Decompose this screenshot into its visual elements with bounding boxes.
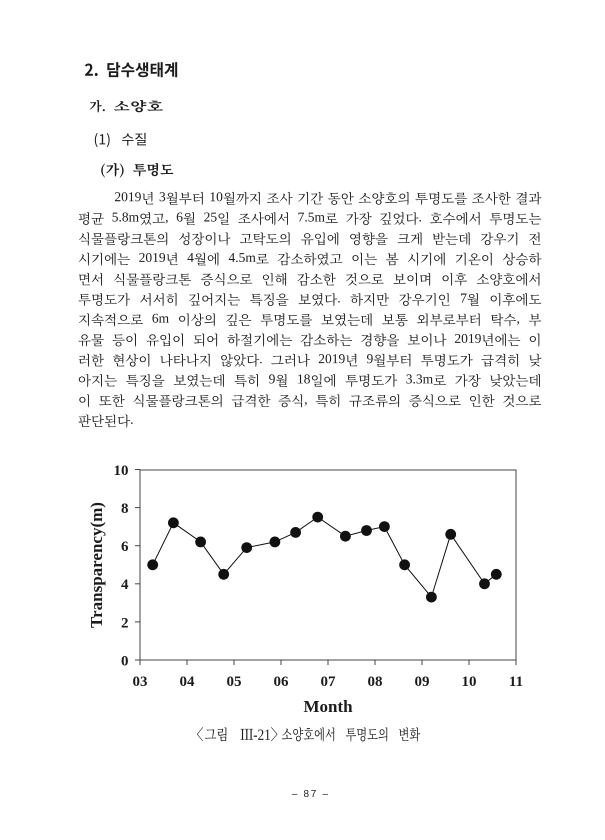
svg-text:11: 11: [509, 674, 523, 690]
svg-text:08: 08: [368, 674, 383, 690]
svg-text:10: 10: [462, 674, 477, 690]
svg-text:8: 8: [121, 501, 129, 517]
svg-text:2: 2: [121, 615, 129, 631]
svg-text:0: 0: [121, 653, 129, 669]
svg-text:– 87 –: – 87 –: [292, 789, 330, 800]
svg-text:4: 4: [121, 577, 129, 593]
svg-text:06: 06: [274, 674, 290, 690]
svg-text:Month: Month: [303, 697, 353, 716]
svg-text:07: 07: [321, 674, 337, 690]
svg-text:Transparency(m): Transparency(m): [87, 502, 106, 628]
svg-text:03: 03: [133, 674, 148, 690]
svg-text:05: 05: [227, 674, 242, 690]
svg-text:6: 6: [121, 539, 129, 555]
svg-text:10: 10: [114, 463, 129, 479]
svg-text:09: 09: [415, 674, 430, 690]
svg-text:04: 04: [180, 674, 196, 690]
